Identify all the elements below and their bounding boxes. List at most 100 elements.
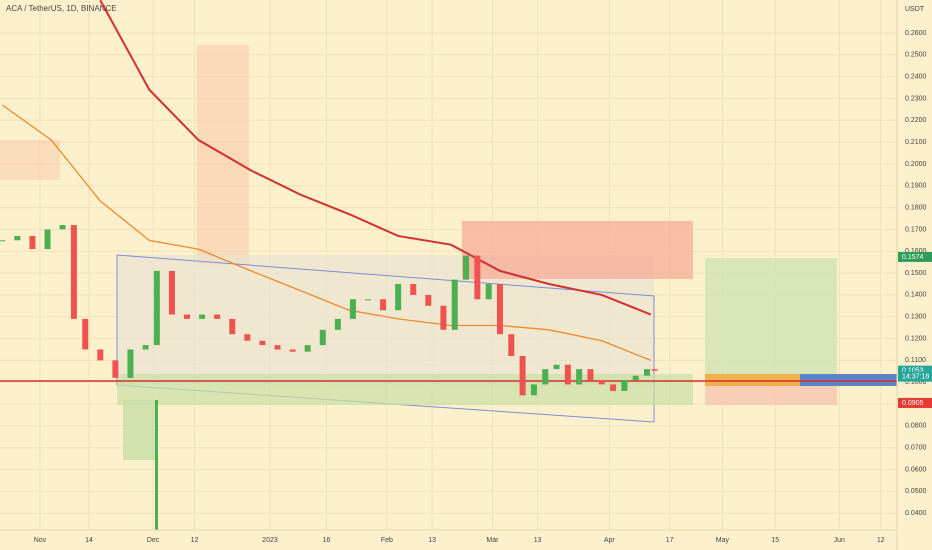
- candle: [485, 283, 492, 300]
- y-tick-label: 0.1100: [905, 357, 926, 364]
- y-tick-label: 0.1400: [905, 292, 927, 299]
- candle: [334, 318, 341, 330]
- candle: [82, 318, 89, 350]
- candle: [142, 345, 149, 350]
- candle: [365, 299, 371, 301]
- y-tick-label: 0.2000: [905, 161, 927, 168]
- candle: [59, 225, 66, 230]
- demand-zone: [117, 374, 693, 405]
- volume-spike: [155, 400, 158, 530]
- y-tick-label: 0.1600: [905, 248, 927, 255]
- candle: [632, 375, 639, 381]
- supply-zone: [462, 221, 693, 279]
- x-tick-label: 16: [323, 537, 331, 544]
- drawing-layer: [0, 0, 898, 550]
- indicator-line: [1, 104, 652, 361]
- y-tick-label: 0.2300: [905, 95, 927, 102]
- x-tick-label: Dec: [147, 537, 160, 544]
- candle: [463, 255, 470, 280]
- x-tick-label: Mar: [486, 537, 499, 544]
- candle: [474, 255, 481, 300]
- candle: [542, 369, 549, 385]
- candle: [530, 384, 537, 396]
- price-label: 0.0905: [902, 400, 924, 407]
- price-label-box: [898, 251, 932, 262]
- candle: [304, 345, 311, 352]
- price-label-box: [898, 397, 932, 408]
- candle: [153, 270, 160, 346]
- y-tick-label: 0.0800: [905, 423, 927, 430]
- y-tick-label: 0.1800: [905, 204, 927, 211]
- stop-zone: [705, 385, 837, 405]
- candle: [644, 369, 651, 376]
- price-label-box: [898, 365, 932, 376]
- x-tick-label: 17: [666, 537, 674, 544]
- x-tick-label: 13: [534, 537, 542, 544]
- candle: [380, 299, 387, 311]
- candle: [29, 235, 36, 250]
- candle: [244, 334, 251, 341]
- zone: [123, 400, 155, 460]
- candle: [587, 369, 594, 381]
- chart-title: ACA / TetherUS, 1D, BINANCE: [6, 4, 117, 13]
- candle: [112, 360, 119, 378]
- target-zone: [705, 258, 837, 375]
- x-tick-label: 12: [191, 537, 199, 544]
- candle: [199, 314, 206, 319]
- countdown-box: [898, 371, 932, 382]
- indicator-line: [99, 0, 652, 316]
- x-tick-label: Apr: [604, 537, 616, 544]
- candle: [425, 294, 432, 306]
- candle: [496, 283, 503, 335]
- x-tick-label: 12: [877, 537, 885, 544]
- candle: [621, 380, 628, 391]
- candle: [14, 235, 21, 241]
- candle: [289, 349, 296, 352]
- candle: [564, 364, 571, 385]
- y-tick-label: 0.2400: [905, 73, 927, 80]
- x-tick-label: 13: [428, 537, 436, 544]
- candle: [410, 283, 417, 295]
- y-tick-label: 0.1900: [905, 183, 927, 190]
- y-tick-label: 0.1500: [905, 270, 927, 277]
- y-tick-label: 0.2600: [905, 30, 927, 37]
- candle: [259, 340, 266, 346]
- candle: [395, 283, 402, 311]
- candle: [349, 299, 356, 319]
- y-tick-label: 0.0600: [905, 466, 927, 473]
- x-tick-label: May: [716, 537, 730, 544]
- y-tick-label: 0.1300: [905, 314, 927, 321]
- candle: [168, 270, 175, 315]
- y-tick-label: 0.0400: [905, 510, 927, 517]
- x-tick-label: 15: [771, 537, 779, 544]
- y-tick-label: 0.1200: [905, 335, 927, 342]
- candle: [44, 229, 51, 250]
- candle: [184, 314, 191, 319]
- candle: [508, 334, 515, 357]
- y-tick-label: 0.1000: [905, 379, 927, 386]
- candle: [0, 240, 6, 242]
- candle: [229, 318, 236, 335]
- candle: [553, 364, 560, 370]
- candle: [319, 329, 326, 346]
- candle: [97, 349, 104, 361]
- candle: [610, 384, 617, 391]
- candle: [440, 305, 447, 330]
- candle: [214, 314, 221, 319]
- candle: [576, 369, 583, 385]
- y-tick-label: 0.2500: [905, 52, 927, 59]
- y-tick-label: 0.0500: [905, 488, 927, 495]
- candle: [519, 356, 526, 396]
- candle: [451, 279, 458, 330]
- zone: [0, 140, 60, 180]
- y-tick-label: 0.1700: [905, 226, 927, 233]
- volume-profile-poc: [800, 374, 897, 386]
- candle: [651, 369, 658, 371]
- y-tick-label: 0.2100: [905, 139, 927, 146]
- candle: [70, 225, 77, 319]
- candle: [598, 380, 605, 385]
- candle: [274, 345, 281, 350]
- x-tick-label: 2023: [262, 537, 278, 544]
- axis-unit: USDT: [905, 6, 925, 13]
